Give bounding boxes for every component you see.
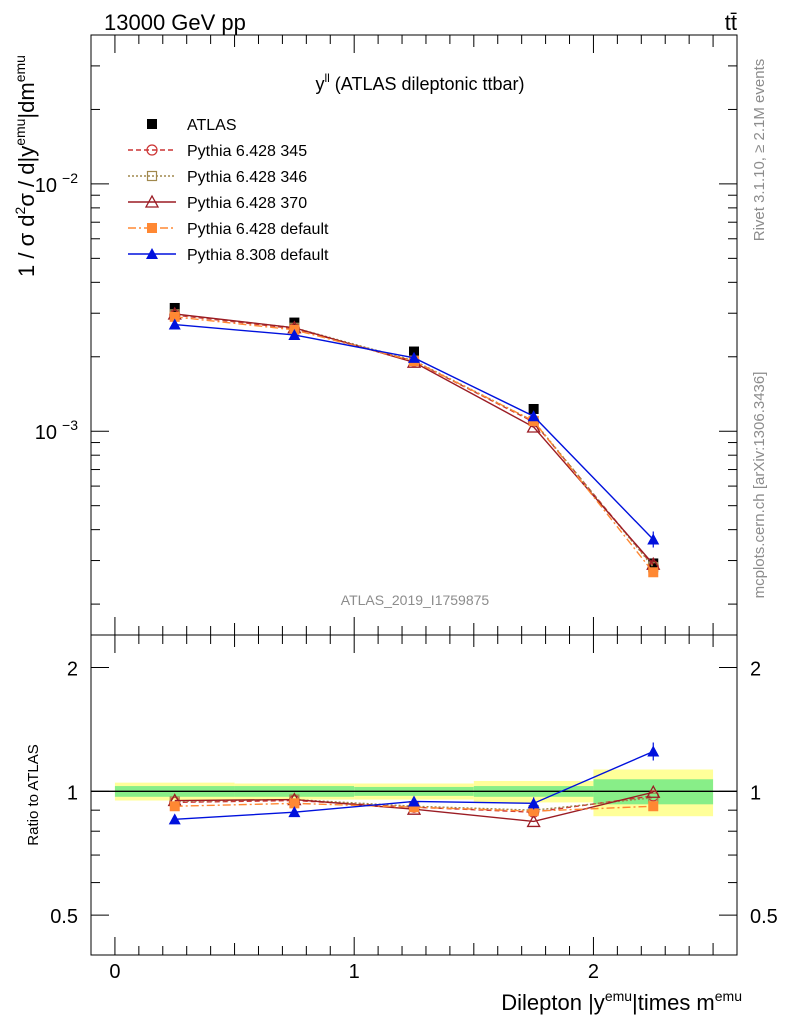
ratio-frame (90, 634, 738, 956)
main-panel: 10−3 10−2 yll (ATLAS dileptonic ttbar) 1 … (12, 34, 738, 636)
main-y-tick-label: 10 −2 (35, 170, 78, 197)
point-p8def (168, 318, 181, 330)
rivet-label: Rivet 3.1.10, ≥ 2.1M events (751, 59, 768, 242)
ratio-y-tick-label-left: 0.5 (50, 906, 78, 928)
legend-marker-p8def (146, 248, 158, 259)
point-p8def (408, 351, 420, 363)
legend-marker-p370 (144, 194, 160, 208)
ratio-point-p6def (528, 806, 539, 817)
legend-marker-p346 (146, 170, 158, 182)
legend: ATLAS Pythia 6.428 345 Pythia 6.428 346 Pyt… (128, 117, 329, 264)
watermark: ATLAS_2019_I1759875 (341, 592, 490, 608)
ratio-y-tick-label-right: 0.5 (750, 906, 778, 928)
main-title: yll (ATLAS dileptonic ttbar) (315, 71, 524, 94)
ratio-y-tick-label-left: 1 (67, 782, 78, 804)
ratio-point-p8def (408, 795, 420, 807)
legend-marker-p6def (147, 223, 157, 233)
main-y-axis-label: 1 / σ d2σ / d|yemu|dmemu (12, 55, 39, 277)
ratio-point-p6def (648, 801, 659, 812)
ratio-y-tick-label-right: 2 (750, 659, 761, 681)
x-tick-label: 0 (109, 961, 120, 983)
collision-label: 13000 GeV pp (104, 10, 246, 35)
ratio-point-p370 (646, 784, 661, 798)
point-p6def (648, 567, 659, 578)
legend-marker-p345 (146, 144, 158, 156)
main-y-tick-label: 10 −3 (35, 417, 78, 444)
ratio-series (167, 742, 661, 828)
ratio-point-p6def (169, 801, 180, 812)
legend-label-p6def: Pythia 6.428 default (187, 221, 329, 238)
main-y-tick-labels: 10−3 10−2 (35, 170, 78, 444)
point-p370 (526, 419, 541, 433)
ratio-ticks: 0.5 0.5 1 1 2 2 0 1 2 (50, 635, 778, 983)
legend-label-p370: Pythia 6.428 370 (187, 195, 307, 212)
main-ticks (91, 34, 737, 635)
legend-marker-atlas (147, 119, 157, 129)
ratio-point-p6def (409, 802, 419, 813)
point-atlas (528, 403, 539, 414)
legend-label-p8def: Pythia 8.308 default (187, 247, 329, 264)
ratio-y-tick-label-right: 1 (750, 782, 761, 804)
ratio-y-tick-label-left: 2 (67, 659, 78, 681)
point-p8def (288, 328, 301, 340)
ratio-point-p6def (289, 798, 300, 809)
legend-label-atlas: ATLAS (187, 117, 237, 134)
ratio-bands (91, 769, 737, 817)
x-tick-label: 1 (349, 961, 360, 983)
ratio-y-axis-label: Ratio to ATLAS (25, 744, 42, 845)
legend-label-p345: Pythia 6.428 345 (187, 143, 307, 160)
main-series (167, 302, 661, 578)
point-atlas (409, 346, 419, 357)
ratio-point-p8def (168, 813, 181, 825)
ratio-panel: 0.5 0.5 1 1 2 2 0 1 2 Ratio to ATLAS Dilepton |y… (25, 634, 778, 1015)
point-p8def (527, 410, 540, 422)
x-axis-label: Dilepton |yemu|times memu (501, 988, 742, 1015)
point-p6def (169, 311, 180, 322)
ratio-point-p8def (288, 806, 301, 818)
mcplots-label: mcplots.cern.ch [arXiv:1306.3436] (751, 372, 768, 599)
legend-label-p346: Pythia 6.428 346 (187, 169, 307, 186)
x-tick-label: 2 (588, 961, 599, 983)
process-label: tt̄ (725, 10, 737, 35)
ratio-point-p370 (526, 814, 541, 828)
